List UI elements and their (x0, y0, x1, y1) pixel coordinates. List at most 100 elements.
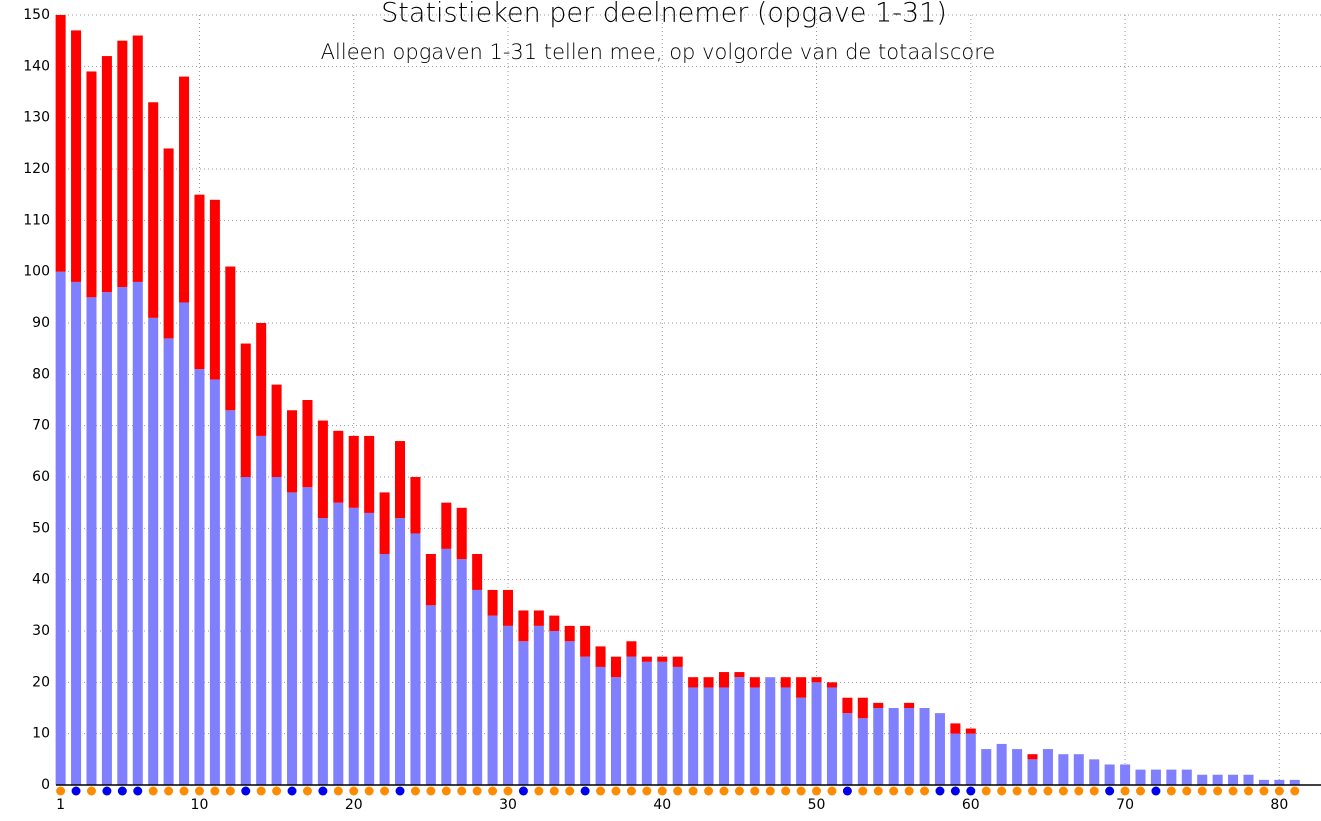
x-tick-label: 40 (653, 797, 671, 813)
marker-dot (102, 786, 112, 796)
bar-segment (718, 687, 729, 785)
bar-segment (1104, 764, 1115, 785)
marker-dot (1089, 786, 1099, 796)
bar-segment (981, 749, 992, 785)
marker-dot (410, 786, 420, 796)
bar-segment (1012, 749, 1023, 785)
x-tick-label: 10 (191, 797, 209, 813)
bar-segment (425, 605, 436, 785)
bar-segment (873, 708, 884, 785)
bar-segment (364, 435, 375, 513)
marker-dot (719, 786, 729, 796)
bar-segment (287, 410, 298, 493)
bar-segment (1027, 754, 1038, 760)
bar-segment (533, 610, 544, 626)
marker-dot (241, 786, 251, 796)
marker-dot (1166, 786, 1176, 796)
marker-dot (626, 786, 636, 796)
bar-segment (718, 672, 729, 688)
marker-dot (673, 786, 683, 796)
bar-segment (626, 656, 637, 785)
y-tick-label: 30 (32, 623, 50, 639)
bar-segment (209, 379, 220, 785)
x-tick-label: 50 (808, 797, 826, 813)
bar-segment (502, 589, 514, 626)
bar-segment (410, 477, 421, 534)
marker-dot (1058, 786, 1068, 796)
bar-segment (1120, 764, 1131, 785)
bar-segment (518, 641, 529, 785)
bar-segment (549, 615, 560, 631)
x-tick-label: 60 (962, 797, 980, 813)
bar-segment (148, 102, 159, 318)
bar-segment (1058, 754, 1069, 785)
marker-dot (364, 786, 374, 796)
bar-segment (1073, 754, 1084, 785)
marker-dot (1228, 786, 1238, 796)
y-tick-label: 150 (23, 7, 50, 23)
bar-segment (826, 682, 837, 688)
marker-dot (1105, 786, 1115, 796)
marker-dot (935, 786, 945, 796)
bar-segment (194, 369, 205, 785)
bar-segment (580, 656, 591, 785)
marker-dot (688, 786, 698, 796)
bar-segment (842, 697, 853, 714)
marker-dot (395, 786, 405, 796)
bar-segment (641, 661, 652, 785)
bar-segment (364, 512, 375, 785)
bar-segment (1212, 774, 1223, 785)
x-tick-label: 30 (499, 797, 517, 813)
marker-dot (1274, 786, 1284, 796)
marker-dot (781, 786, 791, 796)
marker-dot (426, 786, 436, 796)
bar-segment (672, 666, 683, 785)
marker-dot (734, 786, 744, 796)
bar-segment (317, 420, 328, 519)
bar-segment (533, 625, 544, 785)
bar-segment (950, 733, 961, 785)
y-tick-label: 120 (23, 161, 50, 177)
marker-dot (318, 786, 328, 796)
bar-segment (811, 677, 822, 683)
marker-dot (904, 786, 914, 796)
plot (55, 15, 1321, 796)
bar-segment (610, 656, 622, 678)
bar-segment (148, 317, 159, 785)
bar-segment (842, 713, 853, 785)
marker-dot (472, 786, 482, 796)
bar-segment (965, 728, 976, 734)
bar-segment (780, 677, 791, 688)
bar-segment (811, 682, 822, 785)
bar-segment (502, 625, 514, 785)
bar-segment (703, 687, 714, 785)
marker-dot (966, 786, 976, 796)
bar-segment (179, 76, 190, 303)
bar-segment (641, 656, 652, 662)
bar-segment (317, 518, 328, 785)
bar-segment (996, 743, 1007, 785)
bar-segment (734, 672, 745, 678)
marker-dot (858, 786, 868, 796)
marker-dot (194, 786, 204, 796)
bar-segment (564, 641, 575, 785)
bar-segment (225, 410, 236, 785)
bar-segment (456, 507, 467, 560)
marker-dot (997, 786, 1007, 796)
bar-segment (472, 554, 483, 590)
bar-segment (919, 708, 930, 785)
y-tick-label: 70 (32, 418, 50, 434)
marker-dot (210, 786, 220, 796)
bar-segment (672, 656, 683, 667)
y-tick-label: 40 (32, 572, 50, 588)
marker-dot (164, 786, 174, 796)
bar-segment (765, 677, 776, 785)
bar-segment (117, 40, 128, 288)
bar-segment (549, 631, 560, 785)
marker-dot (765, 786, 775, 796)
bar-segment (302, 400, 313, 488)
marker-dot (133, 786, 143, 796)
marker-dot (302, 786, 312, 796)
marker-dot (950, 786, 960, 796)
